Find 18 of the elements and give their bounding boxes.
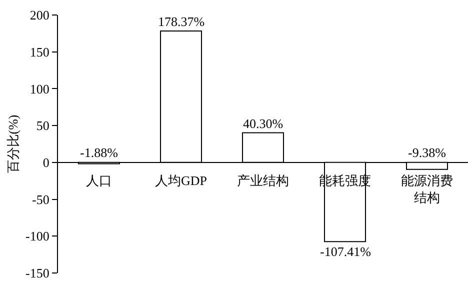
data-label: -107.41% — [320, 244, 372, 259]
x-tick-label: 人均GDP — [155, 173, 208, 188]
y-tick-label: -150 — [26, 266, 50, 281]
data-label: -9.38% — [408, 145, 446, 160]
y-tick-label: -50 — [32, 192, 50, 207]
data-label: 178.37% — [158, 14, 205, 29]
x-tick-label: 能源消费结构 — [401, 173, 453, 205]
y-axis-title: 百分比(%) — [6, 114, 21, 174]
y-tick-label: 150 — [30, 44, 50, 60]
data-label: 40.30% — [243, 116, 284, 131]
y-tick-label: 200 — [30, 8, 50, 23]
y-tick-label: -100 — [26, 228, 50, 244]
y-tick-label: 50 — [36, 118, 50, 134]
y-tick-label: 0 — [42, 154, 50, 170]
x-tick-label: 产业结构 — [237, 173, 289, 188]
x-tick-label: 人口 — [86, 173, 112, 188]
y-tick-label: 100 — [30, 81, 50, 96]
data-label: -1.88% — [80, 145, 118, 160]
